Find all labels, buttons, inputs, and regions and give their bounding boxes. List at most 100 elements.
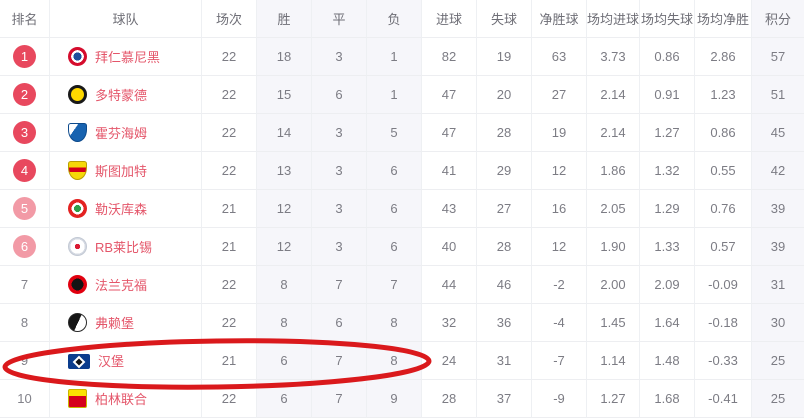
rank-cell: 5 [0,190,50,228]
stat-cell: 1.86 [587,152,640,190]
team-name[interactable]: 多特蒙德 [95,88,148,103]
stat-cell: 2.00 [587,266,640,304]
stat-cell: 3 [312,38,367,76]
team-name[interactable]: RB莱比锡 [95,240,153,255]
stat-cell: -0.33 [695,342,752,380]
union-berlin-crest-icon [68,389,87,408]
stat-cell: 82 [422,38,477,76]
rank-cell: 2 [0,76,50,114]
stat-cell: 22 [202,76,257,114]
stat-cell: 1.29 [640,190,695,228]
stat-cell: 16 [532,190,587,228]
table-row-rank-5[interactable]: 5 勒沃库森 21 12 3 6 43 27 16 2.05 1.29 0.76 39 [0,190,804,228]
stat-cell: 8 [367,342,422,380]
team-cell[interactable]: RB莱比锡 [50,228,202,266]
team-cell[interactable]: 柏林联合 [50,380,202,418]
stat-cell: 7 [312,380,367,418]
stat-cell: 6 [257,380,312,418]
team-cell[interactable]: 勒沃库森 [50,190,202,228]
table-row-rank-9[interactable]: 9 汉堡 21 6 7 8 24 31 -7 1.14 1.48 -0.33 25 [0,342,804,380]
stat-cell: 29 [477,152,532,190]
team-name[interactable]: 法兰克福 [95,278,148,293]
stat-cell: 2.05 [587,190,640,228]
stat-cell: 3 [312,190,367,228]
stat-cell: 1.27 [587,380,640,418]
stat-cell: 63 [532,38,587,76]
stat-cell: 2.86 [695,38,752,76]
stat-cell: 8 [257,266,312,304]
stat-cell: 1.68 [640,380,695,418]
stat-cell: 8 [367,304,422,342]
stat-cell: 57 [752,38,804,76]
stat-cell: 19 [477,38,532,76]
stat-cell: 43 [422,190,477,228]
stat-cell: 0.55 [695,152,752,190]
column-header-11: 场均净胜 [695,0,752,38]
stat-cell: 18 [257,38,312,76]
team-cell[interactable]: 弗赖堡 [50,304,202,342]
column-header-5: 负 [367,0,422,38]
column-header-4: 平 [312,0,367,38]
stat-cell: 1.32 [640,152,695,190]
rank-badge: 10 [17,391,32,406]
stat-cell: 2.14 [587,114,640,152]
stat-cell: 7 [312,342,367,380]
team-name[interactable]: 柏林联合 [95,392,148,407]
team-cell[interactable]: 汉堡 [50,342,202,380]
stat-cell: 15 [257,76,312,114]
rank-cell: 8 [0,304,50,342]
column-header-0: 排名 [0,0,50,38]
table-body: 1 拜仁慕尼黑 22 18 3 1 82 19 63 3.73 0.86 2.86 57 2 多特蒙… [0,38,804,418]
stat-cell: 5 [367,114,422,152]
team-name[interactable]: 汉堡 [98,354,125,369]
table-row-rank-8[interactable]: 8 弗赖堡 22 8 6 8 32 36 -4 1.45 1.64 -0.18 30 [0,304,804,342]
rank-badge: 7 [20,277,29,292]
team-cell[interactable]: 法兰克福 [50,266,202,304]
table-row-rank-1[interactable]: 1 拜仁慕尼黑 22 18 3 1 82 19 63 3.73 0.86 2.86 57 [0,38,804,76]
bayern-munich-crest-icon [68,47,87,66]
stat-cell: 3 [312,228,367,266]
column-header-3: 胜 [257,0,312,38]
table-row-rank-4[interactable]: 4 斯图加特 22 13 3 6 41 29 12 1.86 1.32 0.55 42 [0,152,804,190]
team-name[interactable]: 弗赖堡 [95,316,135,331]
stat-cell: 27 [532,76,587,114]
stat-cell: 41 [422,152,477,190]
team-name[interactable]: 霍芬海姆 [95,126,148,141]
frankfurt-crest-icon [68,275,87,294]
rank-badge: 2 [13,83,36,106]
stat-cell: 32 [422,304,477,342]
stat-cell: 36 [477,304,532,342]
column-header-10: 场均失球 [640,0,695,38]
stat-cell: 0.76 [695,190,752,228]
team-cell[interactable]: 霍芬海姆 [50,114,202,152]
rank-cell: 3 [0,114,50,152]
stat-cell: -9 [532,380,587,418]
team-name[interactable]: 勒沃库森 [95,202,148,217]
stat-cell: 45 [752,114,804,152]
team-name[interactable]: 拜仁慕尼黑 [95,50,161,65]
table-row-rank-2[interactable]: 2 多特蒙德 22 15 6 1 47 20 27 2.14 0.91 1.23 51 [0,76,804,114]
team-cell[interactable]: 多特蒙德 [50,76,202,114]
rank-cell: 4 [0,152,50,190]
stat-cell: 21 [202,342,257,380]
table-row-rank-7[interactable]: 7 法兰克福 22 8 7 7 44 46 -2 2.00 2.09 -0.09 31 [0,266,804,304]
stat-cell: 1 [367,38,422,76]
stat-cell: -0.41 [695,380,752,418]
stat-cell: 6 [312,76,367,114]
team-cell[interactable]: 斯图加特 [50,152,202,190]
stat-cell: 0.91 [640,76,695,114]
table-row-rank-3[interactable]: 3 霍芬海姆 22 14 3 5 47 28 19 2.14 1.27 0.86 45 [0,114,804,152]
stat-cell: 14 [257,114,312,152]
team-name[interactable]: 斯图加特 [95,164,148,179]
stat-cell: 20 [477,76,532,114]
stat-cell: 21 [202,190,257,228]
stat-cell: 8 [257,304,312,342]
table-row-rank-10[interactable]: 10 柏林联合 22 6 7 9 28 37 -9 1.27 1.68 -0.41 25 [0,380,804,418]
stat-cell: 44 [422,266,477,304]
team-cell[interactable]: 拜仁慕尼黑 [50,38,202,76]
leverkusen-crest-icon [68,199,87,218]
stat-cell: 19 [532,114,587,152]
column-header-9: 场均进球 [587,0,640,38]
table-row-rank-6[interactable]: 6 RB莱比锡 21 12 3 6 40 28 12 1.90 1.33 0.57 39 [0,228,804,266]
stat-cell: -4 [532,304,587,342]
